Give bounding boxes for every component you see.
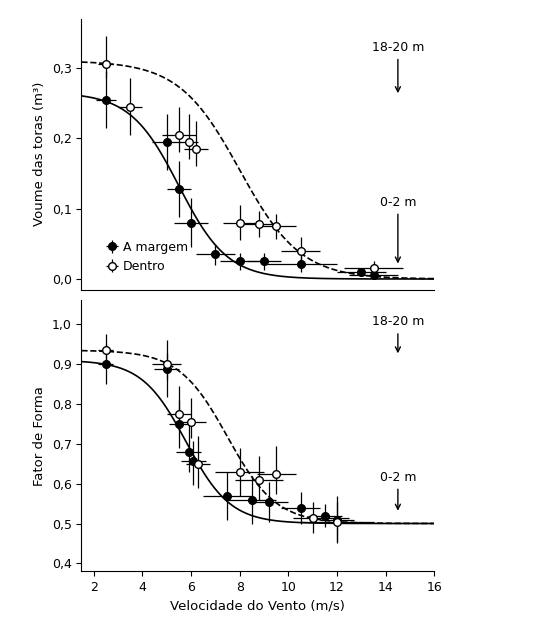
Text: 18-20 m: 18-20 m bbox=[372, 41, 424, 92]
Legend: A margem, Dentro: A margem, Dentro bbox=[102, 235, 193, 278]
Y-axis label: Fator de Forma: Fator de Forma bbox=[33, 386, 46, 486]
Text: 0-2 m: 0-2 m bbox=[380, 471, 416, 509]
X-axis label: Velocidade do Vento (m/s): Velocidade do Vento (m/s) bbox=[171, 600, 345, 612]
Text: 0-2 m: 0-2 m bbox=[380, 196, 416, 262]
Text: 18-20 m: 18-20 m bbox=[372, 315, 424, 352]
Y-axis label: Voume das toras (m³): Voume das toras (m³) bbox=[33, 82, 46, 226]
